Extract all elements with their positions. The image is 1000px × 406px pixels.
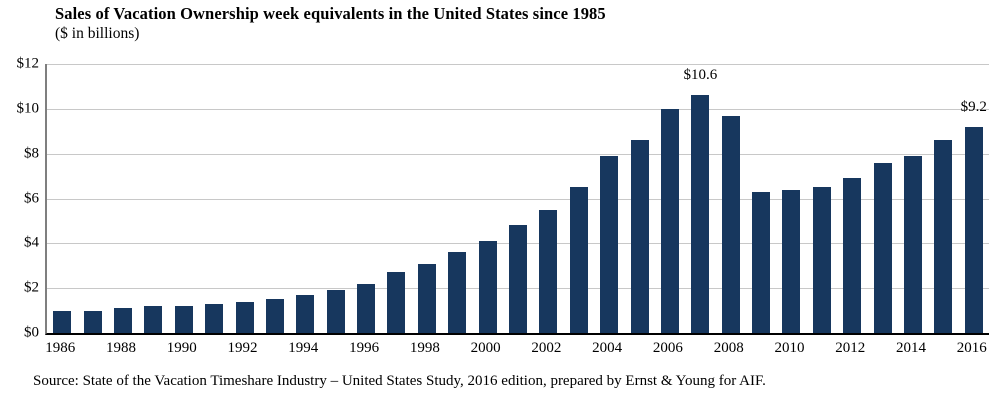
source-note: Source: State of the Vacation Timeshare … [33, 373, 766, 389]
bar-2003 [569, 187, 588, 333]
bar-2012 [843, 178, 862, 333]
bar-1987 [83, 310, 102, 333]
value-label-2007: $10.6 [683, 67, 718, 84]
bar-2000 [478, 241, 497, 333]
bar-2004 [600, 155, 619, 333]
bar-1999 [448, 252, 467, 333]
y-tick-label-12: $12 [16, 55, 40, 72]
x-tick-label-1998: 1998 [409, 340, 440, 356]
bar-2002 [539, 209, 558, 333]
bar-2015 [934, 140, 953, 333]
y-tick-label-6: $6 [24, 190, 39, 206]
bar-1991 [205, 303, 224, 333]
chart-title: Sales of Vacation Ownership week equival… [55, 4, 606, 23]
x-tick-label-1990: 1990 [166, 340, 197, 356]
bar-2009 [752, 191, 771, 333]
chart-subtitle: ($ in billions) [55, 25, 140, 42]
bar-1990 [174, 306, 193, 333]
bar-2010 [782, 189, 801, 333]
x-tick-label-2014: 2014 [896, 340, 927, 356]
y-tick-label-0: $0 [24, 324, 39, 341]
x-tick-label-1988: 1988 [105, 340, 136, 356]
y-tick-label-8: $8 [24, 145, 39, 162]
bar-2013 [873, 162, 892, 333]
gridline [47, 108, 989, 110]
x-tick-label-2000: 2000 [470, 340, 501, 356]
gridline [47, 198, 989, 200]
bar-2006 [660, 108, 679, 333]
bar-1986 [53, 310, 72, 333]
value-label-2016: $9.2 [960, 98, 987, 115]
bar-1996 [357, 283, 376, 333]
bar-2005 [630, 140, 649, 333]
bar-2016 [964, 126, 983, 333]
bar-2007 [691, 95, 710, 333]
bar-2008 [721, 115, 740, 333]
x-tick-label-2004: 2004 [592, 340, 623, 356]
x-tick-label-1994: 1994 [288, 340, 319, 356]
bar-1995 [326, 290, 345, 333]
x-tick-label-2002: 2002 [531, 340, 562, 356]
bar-1988 [113, 308, 132, 333]
y-tick-label-2: $2 [24, 279, 39, 296]
gridline [47, 64, 989, 65]
y-tick-label-4: $4 [24, 234, 39, 251]
x-tick-label-2016: 2016 [956, 340, 987, 356]
bar-1989 [144, 306, 163, 333]
bar-2001 [509, 225, 527, 333]
plot-area: $10.6 $9.2 [45, 64, 989, 335]
bar-1998 [417, 263, 436, 333]
x-tick-label-1996: 1996 [349, 340, 380, 356]
bar-2014 [904, 155, 923, 333]
x-tick-label-2006: 2006 [652, 340, 683, 356]
bar-1994 [296, 294, 315, 333]
x-tick-label-1986: 1986 [45, 340, 76, 356]
y-tick-label-10: $10 [16, 100, 40, 117]
x-tick-label-2010: 2010 [774, 340, 805, 356]
bar-2011 [812, 187, 831, 333]
x-tick-label-2012: 2012 [835, 340, 866, 356]
gridline [47, 153, 989, 155]
bar-1993 [265, 299, 284, 333]
bar-1997 [387, 272, 406, 333]
x-tick-label-2008: 2008 [713, 340, 744, 356]
bar-1992 [235, 301, 254, 333]
x-axis: 1986 1988 1990 1992 1994 1996 1998 2000 2002 2004… [45, 340, 987, 360]
x-tick-label-1992: 1992 [227, 340, 258, 356]
